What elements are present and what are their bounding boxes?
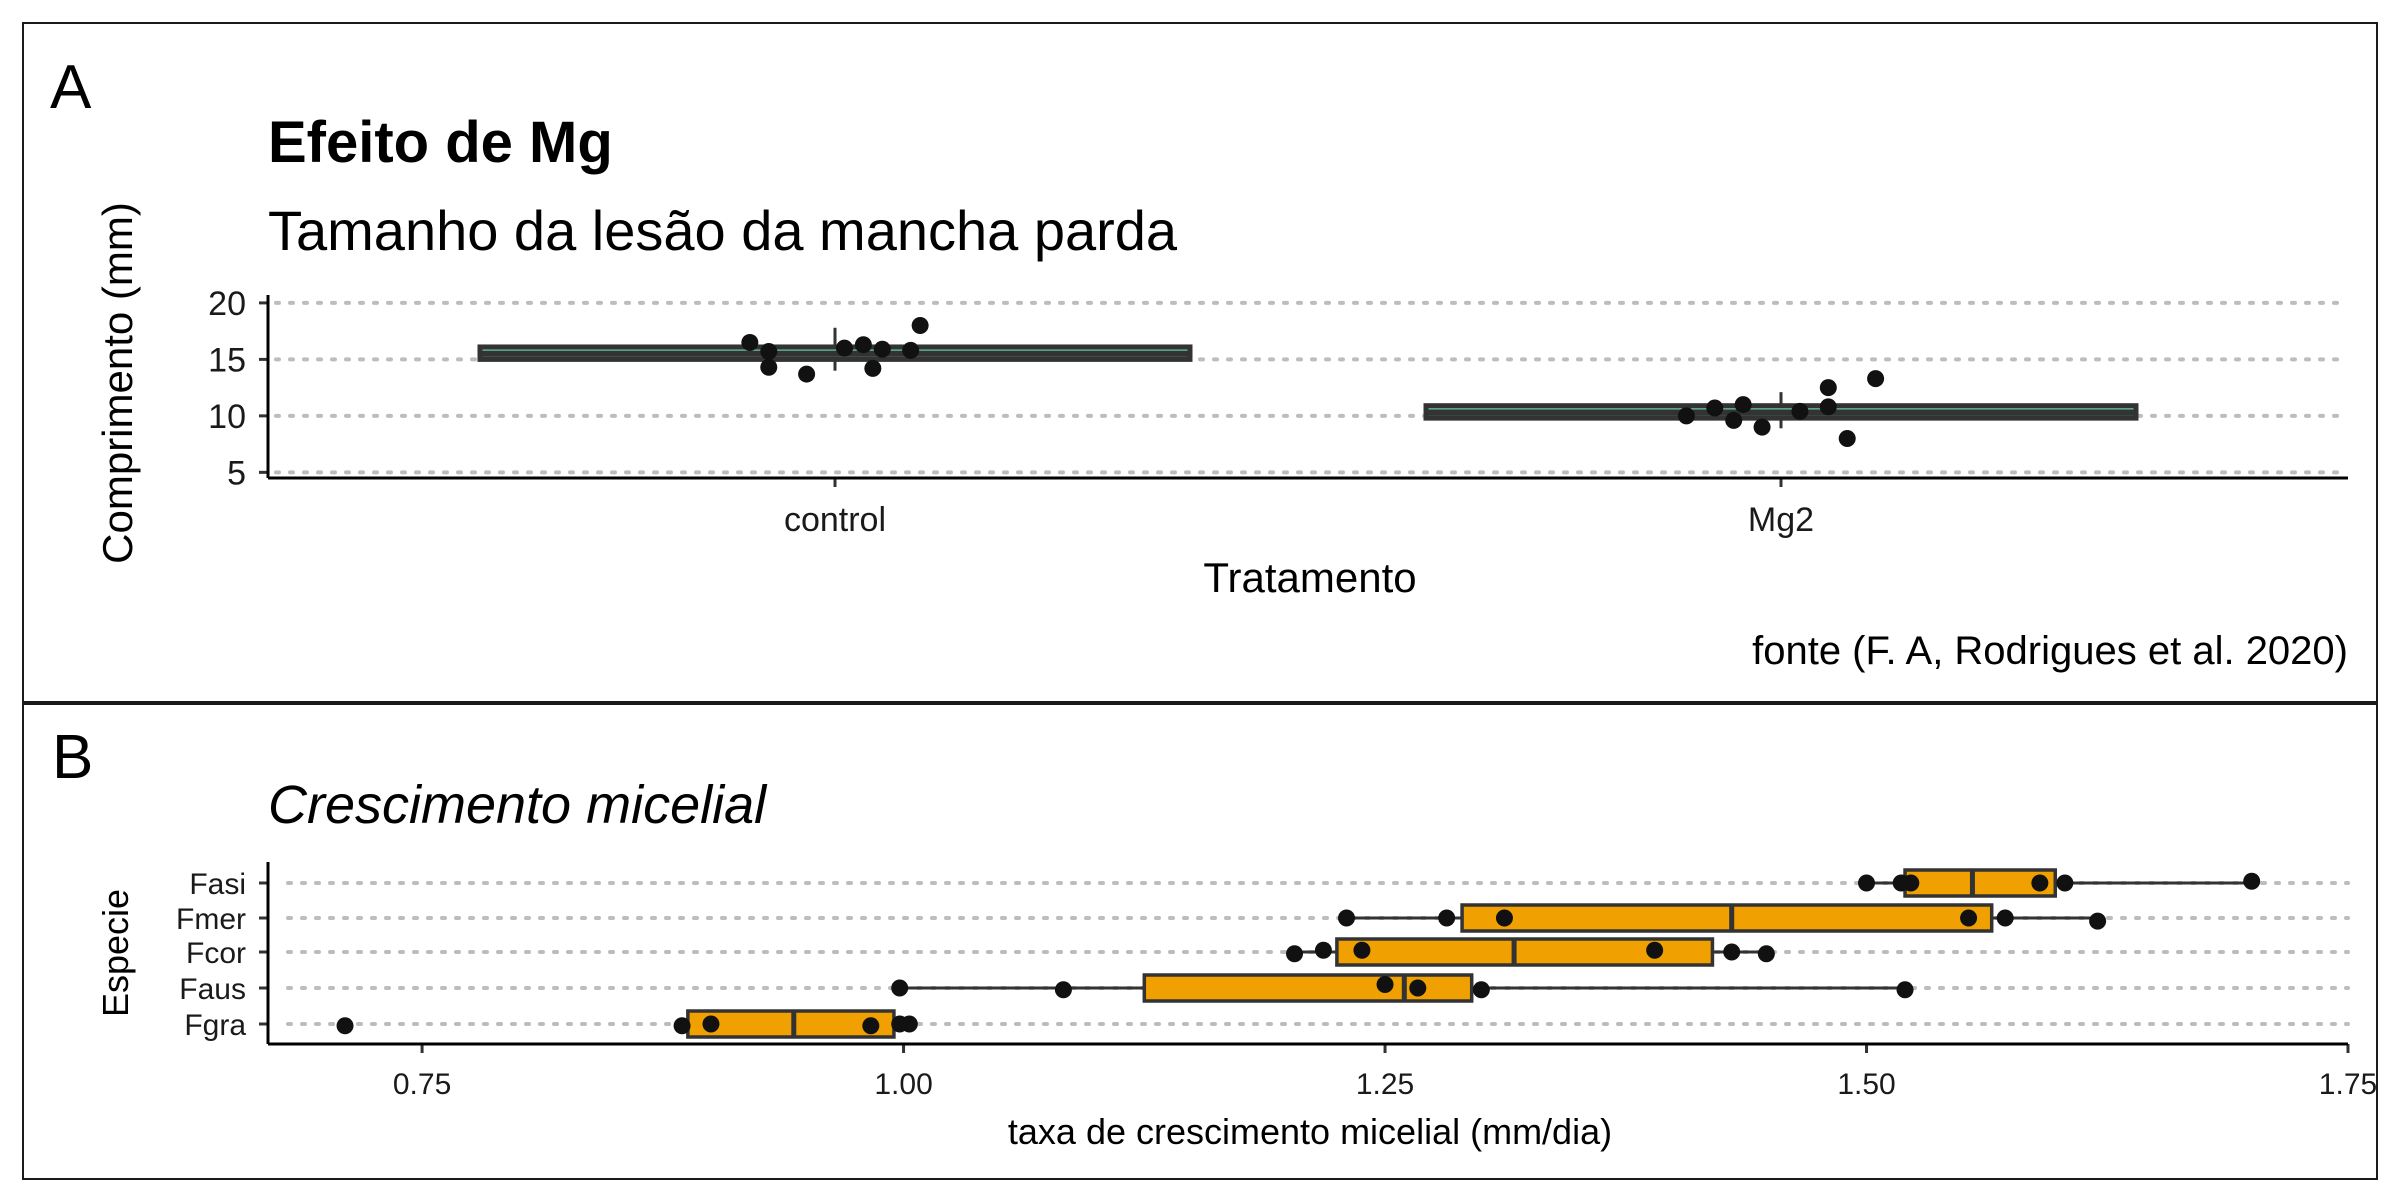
data-point xyxy=(798,365,816,383)
data-point xyxy=(1902,874,1920,892)
x-axis-title-b: taxa de crescimento micelial (mm/dia) xyxy=(1008,1111,1612,1152)
x-tick-label: Mg2 xyxy=(1748,501,1814,539)
data-point xyxy=(702,1015,720,1033)
x-tick-label: control xyxy=(784,501,886,539)
y-tick-label: 15 xyxy=(208,341,246,379)
data-point xyxy=(760,358,778,376)
data-point xyxy=(864,359,882,377)
x-tick-label: 1.50 xyxy=(1837,1068,1895,1101)
panel-b-boxes xyxy=(682,868,2252,1039)
chart-caption: fonte (F. A, Rodrigues et al. 2020) xyxy=(1752,629,2348,673)
x-tick-label: 1.75 xyxy=(2319,1068,2377,1101)
data-point xyxy=(1338,909,1356,927)
data-point xyxy=(2243,872,2261,890)
data-point xyxy=(1725,411,1743,429)
data-point xyxy=(873,340,891,358)
panel-a-ticks: 5 10 15 20 control Mg2 xyxy=(208,285,1814,539)
data-point xyxy=(1819,379,1837,397)
data-point xyxy=(1376,976,1394,993)
data-point xyxy=(2031,874,2049,892)
chart-subtitle: Tamanho da lesão da mancha parda xyxy=(268,199,1178,262)
data-point xyxy=(2056,874,2074,892)
panel-a-points xyxy=(741,317,1885,447)
data-point xyxy=(1819,398,1837,416)
data-point xyxy=(1723,943,1741,961)
data-point xyxy=(1960,909,1978,927)
y-tick-label: Fmer xyxy=(176,903,246,936)
y-axis-title: Comprimento (mm) xyxy=(94,202,141,564)
data-point xyxy=(1646,941,1664,959)
data-point xyxy=(1734,396,1752,414)
data-point xyxy=(2089,912,2107,930)
data-point xyxy=(902,341,920,359)
data-point xyxy=(1867,370,1885,388)
data-point xyxy=(1677,407,1695,425)
data-point xyxy=(911,317,929,334)
panel-a-gridlines xyxy=(274,300,2350,475)
data-point xyxy=(1438,909,1456,927)
data-point xyxy=(1838,429,1856,447)
x-tick-label: 1.25 xyxy=(1356,1068,1414,1101)
data-point xyxy=(1286,945,1304,963)
data-point xyxy=(1757,945,1775,963)
y-tick-label: Fcor xyxy=(186,937,246,970)
data-point xyxy=(1706,399,1724,417)
x-tick-label: 0.75 xyxy=(393,1068,451,1101)
data-point xyxy=(854,336,872,354)
data-point xyxy=(1495,909,1513,927)
data-point xyxy=(862,1017,880,1035)
panel-b-points xyxy=(336,872,2261,1035)
chart-subtitle-b: Crescimento micelial xyxy=(268,775,768,835)
data-point xyxy=(1314,941,1332,959)
box-Fasi xyxy=(1903,868,2058,898)
chart-title: Efeito de Mg xyxy=(268,110,613,175)
panel-b-label: B xyxy=(52,723,93,792)
data-point xyxy=(835,339,853,357)
box-Fmer xyxy=(1460,903,1994,933)
data-point xyxy=(1472,981,1490,999)
y-tick-label: 10 xyxy=(208,398,246,436)
x-tick-label: 1.00 xyxy=(874,1068,932,1101)
panel-b: B Crescimento micelial FasiFmerFcorFausF… xyxy=(52,723,2377,1152)
data-point xyxy=(760,342,778,360)
data-point xyxy=(336,1017,354,1035)
data-point xyxy=(741,333,759,351)
data-point xyxy=(900,1015,918,1033)
data-point xyxy=(1791,402,1809,420)
x-axis-title: Tratamento xyxy=(1203,554,1416,601)
panel-a-boxes xyxy=(477,327,2139,429)
data-point xyxy=(1858,874,1876,892)
data-point xyxy=(1896,981,1914,999)
y-tick-label: Fasi xyxy=(189,868,246,901)
panel-a: A Efeito de Mg Tamanho da lesão da manch… xyxy=(50,53,2350,673)
y-tick-label: Fgra xyxy=(184,1009,246,1042)
data-point xyxy=(1753,418,1771,436)
data-point xyxy=(673,1017,691,1035)
data-point xyxy=(1054,981,1072,999)
data-point xyxy=(1409,979,1427,997)
y-axis-title-b: Especie xyxy=(95,889,136,1017)
panel-a-label: A xyxy=(50,53,92,122)
data-point xyxy=(1996,909,2014,927)
y-tick-label: 20 xyxy=(208,285,246,323)
data-point xyxy=(1353,941,1371,959)
y-tick-label: Faus xyxy=(179,973,246,1006)
y-tick-label: 5 xyxy=(227,454,246,492)
data-point xyxy=(891,979,909,997)
